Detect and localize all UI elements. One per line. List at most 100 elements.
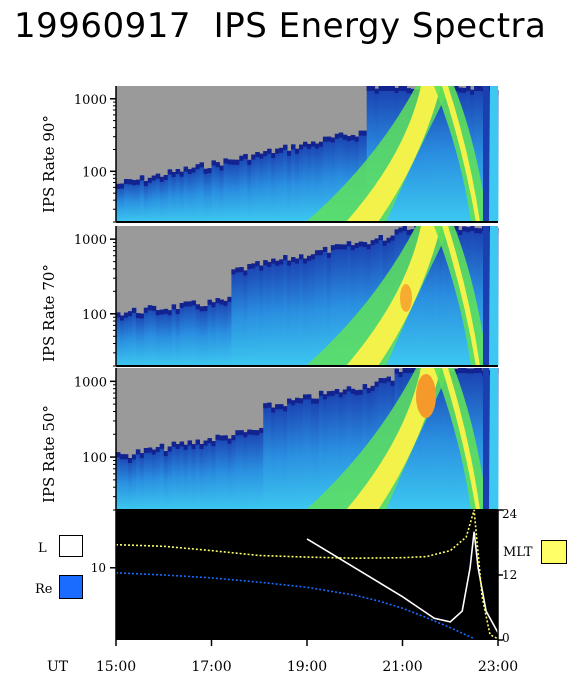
spectrogram-column-edge bbox=[203, 168, 208, 174]
x-tick-label: 23:00 bbox=[478, 659, 518, 675]
spectrogram-column bbox=[247, 429, 252, 510]
spectrogram-column-edge bbox=[390, 380, 395, 386]
spectrogram-column-edge bbox=[191, 300, 196, 306]
spectrogram-edge-fill bbox=[490, 86, 498, 222]
spectrogram-column-edge bbox=[314, 398, 320, 404]
spectrogram-column bbox=[314, 250, 320, 366]
spectrogram-column bbox=[307, 255, 312, 366]
spectrogram-column bbox=[299, 254, 304, 366]
spectrogram-column-edge bbox=[203, 440, 208, 446]
orbit-right-tick-label: 12 bbox=[502, 568, 517, 582]
spectrogram-column bbox=[446, 228, 451, 366]
spectrogram-column bbox=[155, 173, 161, 222]
spectrogram-column-edge bbox=[183, 166, 189, 172]
spectrogram-column bbox=[179, 303, 185, 366]
spectrogram-column-edge bbox=[239, 155, 244, 161]
spectrogram-column-edge bbox=[155, 310, 161, 316]
spectrogram-column bbox=[450, 226, 455, 366]
spectrogram-column-edge bbox=[259, 153, 264, 159]
spectrogram-column bbox=[418, 226, 423, 366]
spectrogram-column-edge bbox=[307, 255, 312, 261]
spectrogram-column-edge bbox=[179, 171, 185, 177]
spectrogram-column-edge bbox=[271, 407, 276, 413]
orbit-series-re bbox=[115, 572, 475, 640]
spectrogram-column-edge bbox=[231, 159, 236, 165]
time-axis-label: UT bbox=[47, 659, 69, 675]
spectrogram-column-edge bbox=[299, 254, 304, 260]
spectrogram-column bbox=[191, 300, 196, 366]
spectrogram-column-edge bbox=[255, 430, 260, 436]
spectrogram-column bbox=[191, 444, 196, 510]
spectrogram-column bbox=[454, 226, 459, 366]
spectrogram-column bbox=[291, 257, 296, 366]
spectrogram-column-edge bbox=[139, 175, 145, 181]
spectrogram-column bbox=[314, 143, 320, 222]
spectrogram-edge-fill bbox=[490, 368, 498, 510]
spectrogram-column-edge bbox=[215, 434, 220, 440]
spectrogram-column-edge bbox=[223, 435, 228, 441]
spectrogram-column-edge bbox=[370, 240, 376, 246]
spectrogram-column bbox=[139, 453, 145, 510]
spectrogram-column-edge bbox=[346, 241, 352, 247]
spectrogram-column bbox=[271, 153, 276, 222]
spectrogram-column bbox=[135, 449, 141, 510]
spectrogram-column bbox=[334, 244, 340, 366]
spectrogram-column-edge bbox=[175, 309, 181, 315]
spectrogram-column bbox=[131, 454, 137, 510]
spectrogram-column-edge bbox=[163, 451, 169, 457]
spectrogram-column bbox=[438, 368, 443, 510]
spectrogram-column bbox=[307, 394, 312, 510]
spectrogram-column bbox=[203, 306, 208, 366]
spectrogram-column-edge bbox=[207, 168, 212, 174]
y-tick-label: 1000 bbox=[74, 375, 107, 390]
spectrogram-column-edge bbox=[215, 298, 220, 304]
spectrogram-column-edge bbox=[366, 244, 372, 250]
spectrogram-column-edge bbox=[458, 87, 463, 93]
spectrogram-column-edge bbox=[211, 441, 216, 447]
spectrogram-column bbox=[434, 368, 439, 510]
spectrogram-column bbox=[271, 258, 276, 366]
spectrogram-column bbox=[342, 244, 348, 366]
spectrogram-column-edge bbox=[227, 296, 232, 302]
spectrogram-column bbox=[247, 264, 252, 366]
spectrogram-column-edge bbox=[287, 398, 292, 404]
spectrogram-column-edge bbox=[386, 86, 391, 91]
spectrogram-column bbox=[442, 86, 447, 222]
spectrogram-column bbox=[295, 148, 300, 222]
spectrogram-column bbox=[318, 141, 324, 222]
spectrogram-column bbox=[418, 89, 423, 222]
spectrogram-column bbox=[287, 150, 292, 222]
spectrogram-column-edge bbox=[171, 304, 177, 310]
spectrogram-column-edge bbox=[223, 300, 228, 306]
spectrogram-column bbox=[314, 398, 320, 510]
spectrogram-column-edge bbox=[255, 261, 260, 267]
spectrogram-column bbox=[326, 136, 332, 222]
spectrogram-column bbox=[207, 299, 212, 366]
spectrogram-column-edge bbox=[398, 86, 403, 91]
spectrogram-column-edge bbox=[454, 86, 459, 91]
spectrogram-column-edge bbox=[470, 368, 475, 374]
spectrogram-column bbox=[251, 154, 256, 222]
spectrogram-column bbox=[287, 260, 292, 366]
spectrogram-column bbox=[426, 228, 431, 366]
spectrogram-column-edge bbox=[370, 385, 376, 391]
spectrogram-column bbox=[350, 388, 356, 510]
spectrogram-slot bbox=[483, 86, 489, 222]
spectrogram-column bbox=[191, 167, 196, 222]
legend-mlt-swatch bbox=[541, 540, 567, 564]
spectrogram-plume-right-core bbox=[442, 226, 480, 366]
spectrogram-column-edge bbox=[303, 258, 308, 264]
spectrogram-column bbox=[478, 228, 483, 366]
spectrogram-column-edge bbox=[299, 144, 304, 150]
spectrogram-column-edge bbox=[458, 368, 463, 373]
spectrogram-column bbox=[350, 245, 356, 366]
spectrogram-peak bbox=[400, 284, 412, 312]
spectrogram-column bbox=[243, 432, 248, 510]
spectrogram-column bbox=[163, 308, 169, 366]
spectrogram-column bbox=[283, 255, 288, 366]
spectrogram-column bbox=[211, 160, 216, 222]
spectrogram-column-edge bbox=[223, 158, 228, 164]
spectrogram-column bbox=[175, 169, 181, 222]
spectrogram-column-edge bbox=[147, 177, 153, 183]
